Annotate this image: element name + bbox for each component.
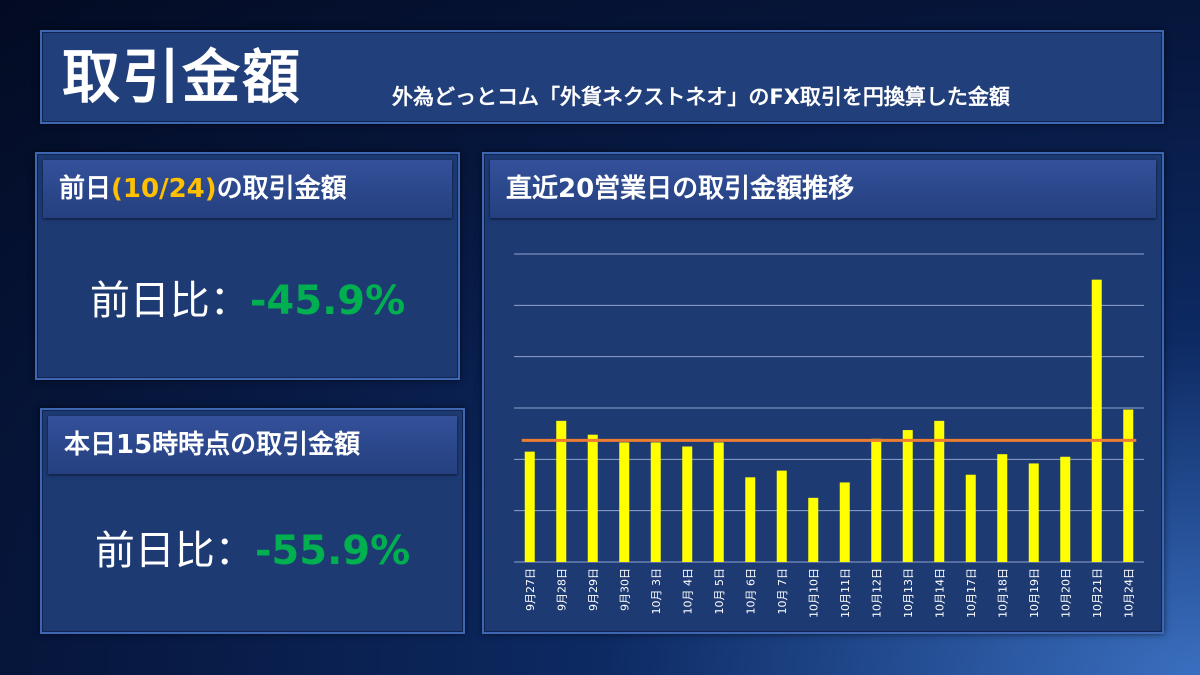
today-metric: 前日比：-55.9% xyxy=(42,526,463,576)
previous-day-panel: 前日(10/24)の取引金額 前日比：-45.9% xyxy=(35,152,460,380)
previous-day-date: (10/24) xyxy=(111,174,217,204)
bar xyxy=(745,477,756,562)
x-tick-label: 9月30日 xyxy=(618,568,631,611)
bar xyxy=(556,420,567,562)
today-panel: 本日15時時点の取引金額 前日比：-55.9% xyxy=(40,408,465,634)
x-tick-label: 9月27日 xyxy=(524,568,537,611)
x-tick-label: 10月19日 xyxy=(1028,568,1041,618)
x-tick-label: 10月 6日 xyxy=(744,568,757,615)
x-tick-label: 10月21日 xyxy=(1091,568,1104,618)
bar xyxy=(839,482,850,562)
x-tick-label: 10月13日 xyxy=(902,568,915,618)
header-banner: 取引金額 外為どっとコム「外貨ネクストネオ」のFX取引を円換算した金額 xyxy=(40,30,1164,124)
bar xyxy=(1091,279,1102,562)
bar xyxy=(934,420,945,562)
bar xyxy=(902,430,913,562)
bar xyxy=(713,442,724,562)
page-title: 取引金額 xyxy=(62,43,303,111)
previous-day-metric-label: 前日比： xyxy=(89,278,250,324)
trading-volume-chart: 9月27日 9月28日 9月29日 9月30日 10月 3日 10月 4日 10月 5日 10… xyxy=(514,253,1144,618)
bar xyxy=(682,446,693,562)
x-tick-label: 9月29日 xyxy=(587,568,600,611)
previous-day-metric: 前日比：-45.9% xyxy=(37,276,458,326)
today-heading: 本日15時時点の取引金額 xyxy=(48,416,457,474)
x-tick-label: 10月 5日 xyxy=(713,568,726,615)
today-change-value: -55.9% xyxy=(254,528,411,574)
today-metric-label: 前日比： xyxy=(94,528,255,574)
bar xyxy=(808,497,819,562)
x-tick-label: 10月12日 xyxy=(870,568,883,618)
bar xyxy=(619,442,630,562)
x-tick-label: 10月10日 xyxy=(807,568,820,618)
bar xyxy=(524,451,535,562)
x-tick-label: 10月24日 xyxy=(1122,568,1135,618)
page-subtitle: 外為どっとコム「外貨ネクストネオ」のFX取引を円換算した金額 xyxy=(392,85,1010,109)
bar xyxy=(871,438,882,562)
x-tick-label: 10月11日 xyxy=(839,568,852,618)
bar xyxy=(650,442,661,562)
chart-panel: 直近20営業日の取引金額推移 9月27日 9月28日 9月29日 9月30日 10月 3… xyxy=(482,152,1164,634)
x-tick-label: 10月 3日 xyxy=(650,568,663,615)
bar xyxy=(997,454,1008,562)
previous-day-change-value: -45.9% xyxy=(249,278,406,324)
bar xyxy=(587,434,598,562)
bar xyxy=(965,474,976,562)
previous-day-heading: 前日(10/24)の取引金額 xyxy=(43,160,452,218)
x-tick-label: 10月 7日 xyxy=(776,568,789,615)
bar xyxy=(776,470,787,562)
x-tick-label: 10月20日 xyxy=(1059,568,1072,618)
x-tick-label: 9月28日 xyxy=(555,568,568,611)
previous-day-heading-prefix: 前日 xyxy=(59,174,112,204)
bar xyxy=(1028,463,1039,562)
x-tick-label: 10月17日 xyxy=(965,568,978,618)
x-tick-label: 10月18日 xyxy=(996,568,1009,618)
x-tick-label: 10月 4日 xyxy=(681,568,694,615)
chart-heading: 直近20営業日の取引金額推移 xyxy=(490,160,1156,218)
x-tick-label: 10月14日 xyxy=(933,568,946,618)
bar xyxy=(1060,456,1071,562)
bar xyxy=(1123,409,1134,562)
previous-day-heading-suffix: の取引金額 xyxy=(216,174,347,204)
